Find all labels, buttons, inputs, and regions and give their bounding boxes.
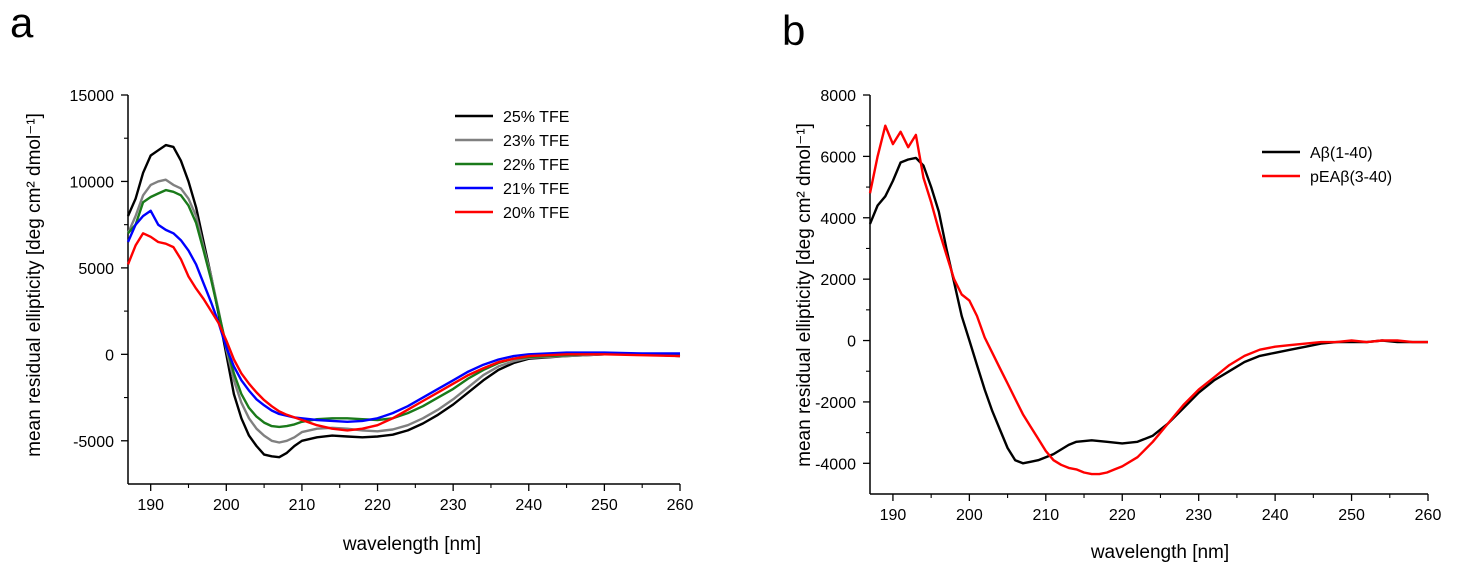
series-line-1 <box>126 178 681 444</box>
x-tick-label: 230 <box>1185 507 1212 524</box>
y-axis-title-b: mean residual ellipticity [deg cm² dmol⁻… <box>794 123 815 467</box>
x-tick-label: 220 <box>1109 507 1136 524</box>
y-tick-label: 0 <box>847 334 856 351</box>
y-tick-label: 15000 <box>70 88 115 105</box>
legend-a: 25% TFE 23% TFE 22% TFE 21% TFE 20% TFE <box>455 109 569 222</box>
y-tick-label: 6000 <box>820 149 856 166</box>
legend-label: 23% TFE <box>503 133 569 150</box>
y-tick-label: -4000 <box>815 456 856 473</box>
legend-label: 22% TFE <box>503 157 569 174</box>
legend-b: Aβ(1-40) pEAβ(3-40) <box>1262 145 1392 186</box>
y-tick-label: -5000 <box>73 434 114 451</box>
series-line-4 <box>126 232 681 432</box>
legend-label: 20% TFE <box>503 205 569 222</box>
legend-label: 25% TFE <box>503 109 569 126</box>
series-line-0 <box>868 156 1428 465</box>
x-tick-label: 260 <box>1415 507 1442 524</box>
x-tick-label: 250 <box>1338 507 1365 524</box>
x-tick-label: 190 <box>880 507 907 524</box>
y-tick-label: 5000 <box>78 261 114 278</box>
x-tick-label: 240 <box>515 497 542 514</box>
x-tick-label: 230 <box>440 497 467 514</box>
series-line-2 <box>127 188 681 429</box>
x-axis-title-b: wavelength [nm] <box>1090 542 1229 563</box>
x-tick-label: 260 <box>667 497 694 514</box>
series-line-0 <box>126 143 681 459</box>
series-line-1 <box>868 124 1428 476</box>
chart-b: 190 200 210 220 230 240 250 260 -4000 -2000 0 2000 4… <box>794 88 1441 563</box>
y-tick-label: -2000 <box>815 395 856 412</box>
legend-label: pEAβ(3-40) <box>1310 169 1392 186</box>
y-axis-title-a: mean residual ellipticity [deg cm² dmol⁻… <box>24 113 45 457</box>
panel-label-b: b <box>782 7 806 54</box>
series-line-3 <box>126 209 680 423</box>
x-tick-label: 190 <box>137 497 164 514</box>
x-tick-label: 210 <box>289 497 316 514</box>
x-axis-title-a: wavelength [nm] <box>342 534 481 555</box>
y-tick-label: 2000 <box>820 272 856 289</box>
chart-a: 190 200 210 220 230 240 250 260 -5000 0 5000 10000 1… <box>24 88 693 555</box>
x-tick-label: 250 <box>591 497 618 514</box>
legend-label: 21% TFE <box>503 181 569 198</box>
y-tick-label: 0 <box>105 347 114 364</box>
x-tick-label: 200 <box>213 497 240 514</box>
x-tick-label: 220 <box>364 497 391 514</box>
legend-label: Aβ(1-40) <box>1310 145 1373 162</box>
panel-label-a: a <box>10 0 34 46</box>
x-tick-label: 240 <box>1262 507 1289 524</box>
y-tick-label: 8000 <box>820 88 856 105</box>
x-tick-label: 200 <box>956 507 983 524</box>
x-tick-label: 210 <box>1032 507 1059 524</box>
y-tick-label: 4000 <box>820 211 856 228</box>
y-tick-label: 10000 <box>70 174 115 191</box>
